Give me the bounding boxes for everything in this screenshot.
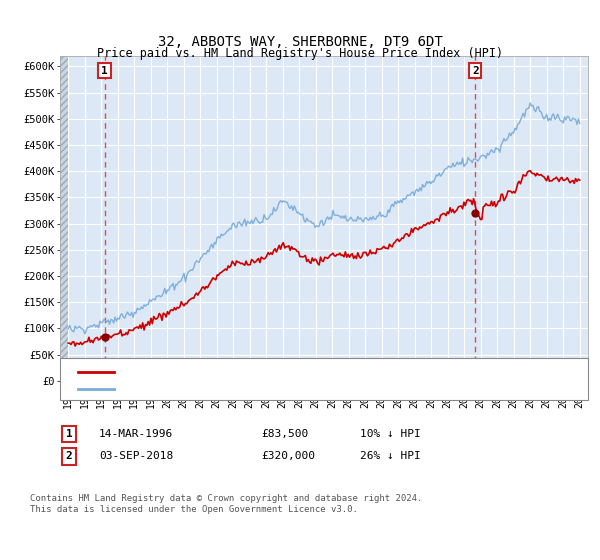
- Text: 32, ABBOTS WAY, SHERBORNE, DT9 6DT: 32, ABBOTS WAY, SHERBORNE, DT9 6DT: [158, 35, 442, 49]
- Text: 2: 2: [472, 66, 479, 76]
- Text: 32, ABBOTS WAY, SHERBORNE, DT9 6DT (detached house): 32, ABBOTS WAY, SHERBORNE, DT9 6DT (deta…: [123, 367, 442, 377]
- Text: 10% ↓ HPI: 10% ↓ HPI: [360, 429, 421, 439]
- Text: Contains HM Land Registry data © Crown copyright and database right 2024.
This d: Contains HM Land Registry data © Crown c…: [30, 494, 422, 514]
- Text: 26% ↓ HPI: 26% ↓ HPI: [360, 451, 421, 461]
- Text: £320,000: £320,000: [261, 451, 315, 461]
- Text: 03-SEP-2018: 03-SEP-2018: [99, 451, 173, 461]
- Text: 2: 2: [65, 451, 73, 461]
- Text: HPI: Average price, detached house, Dorset: HPI: Average price, detached house, Dors…: [123, 384, 386, 394]
- Text: 1: 1: [101, 66, 108, 76]
- Text: 14-MAR-1996: 14-MAR-1996: [99, 429, 173, 439]
- Text: 1: 1: [65, 429, 73, 439]
- Text: £83,500: £83,500: [261, 429, 308, 439]
- Bar: [60, 56, 68, 381]
- Text: Price paid vs. HM Land Registry's House Price Index (HPI): Price paid vs. HM Land Registry's House …: [97, 46, 503, 60]
